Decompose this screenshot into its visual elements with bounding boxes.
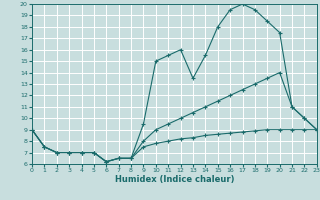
X-axis label: Humidex (Indice chaleur): Humidex (Indice chaleur): [115, 175, 234, 184]
